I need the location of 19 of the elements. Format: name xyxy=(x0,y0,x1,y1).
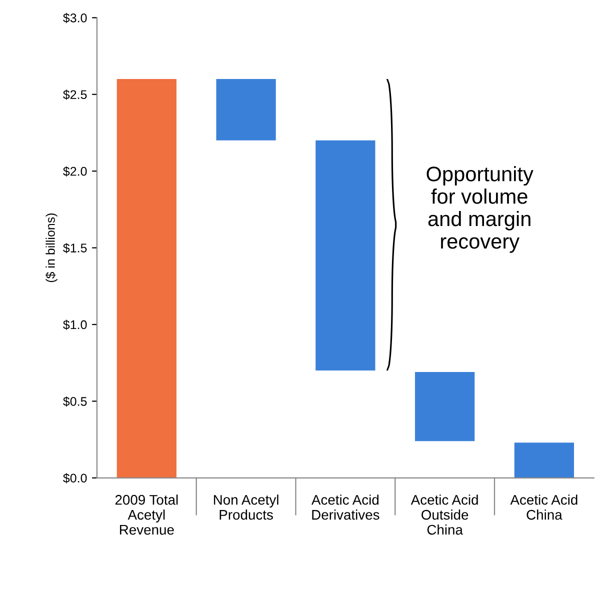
x-tick-label: Acetic Acid Outside China xyxy=(410,494,478,535)
y-axis-title: ($ in billions) xyxy=(46,213,58,282)
y-tick-label: $1.0 xyxy=(63,320,87,330)
y-tick-label: $3.0 xyxy=(63,12,87,24)
x-tick-label: Acetic Acid Derivatives xyxy=(311,494,380,520)
y-tick-label: $2.0 xyxy=(63,166,87,176)
x-tick-label: 2009 Total Acetyl Revenue xyxy=(115,494,178,535)
x-tick-label: Acetic Acid China xyxy=(510,494,578,520)
bar xyxy=(414,372,475,442)
y-tick-label: $2.5 xyxy=(63,90,87,100)
bar xyxy=(514,442,574,478)
y-tick-label: $1.5 xyxy=(63,243,87,254)
y-tick-label: $0.5 xyxy=(63,396,87,407)
y-tick-label: $0.0 xyxy=(63,473,87,484)
bar xyxy=(316,140,376,371)
bar xyxy=(116,79,176,478)
bar xyxy=(216,79,276,140)
annotation: Opportunity for volume and margin recovery xyxy=(426,166,534,253)
x-tick-label: Non Acetyl Products xyxy=(214,494,278,520)
